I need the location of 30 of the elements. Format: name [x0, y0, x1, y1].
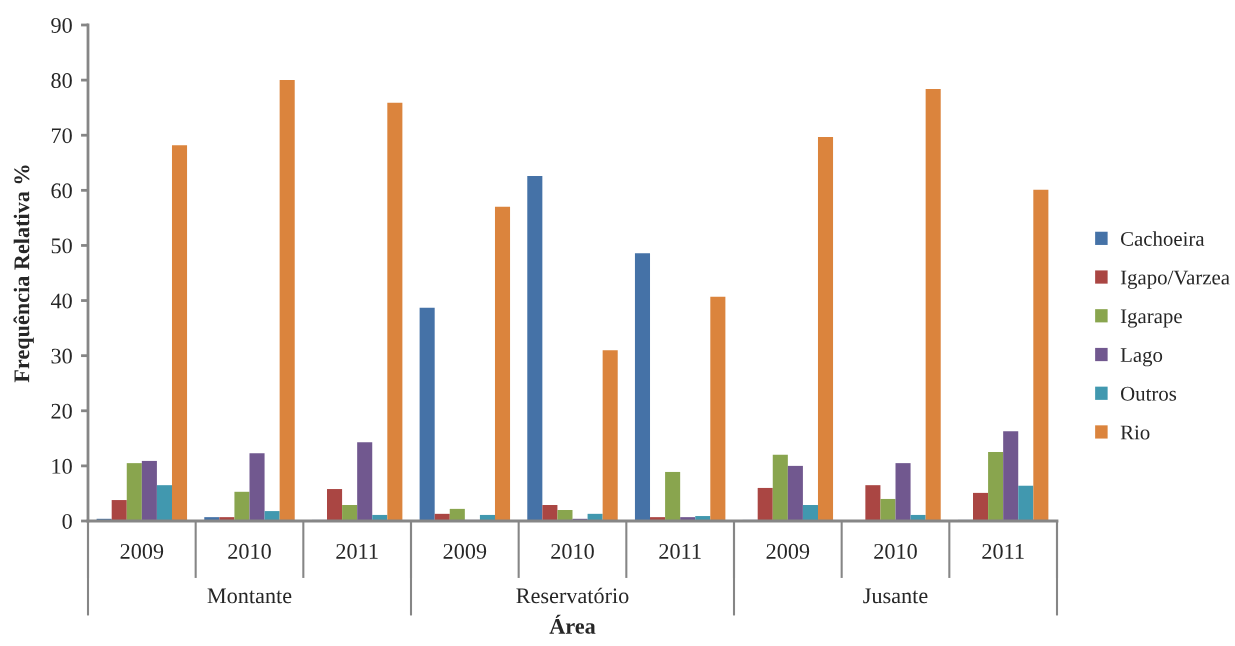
y-tick-label: 20	[51, 403, 72, 419]
legend-label: Lago	[1120, 348, 1163, 367]
x-tick-label: 2009	[120, 543, 164, 559]
legend-label: Cachoeira	[1120, 231, 1205, 246]
x-tick-label: 2011	[336, 543, 378, 559]
legend-label: Outros	[1120, 386, 1177, 401]
legend-label: Rio	[1120, 425, 1150, 440]
x-tick-label: 2009	[766, 543, 810, 559]
legend-label: Igarape	[1120, 309, 1182, 328]
y-tick-label: 10	[52, 458, 72, 474]
y-tick-label: 50	[51, 238, 72, 254]
y-tick-label: 70	[51, 128, 72, 144]
y-tick-label: 90	[51, 17, 72, 33]
y-tick-label: 60	[51, 183, 72, 199]
y-axis-title: Frequência Relativa %	[13, 165, 34, 383]
x-tick-label: 2010	[228, 543, 271, 559]
text: Montante	[207, 588, 292, 604]
legend-label: Igapo/Varzea	[1120, 270, 1230, 289]
y-tick-label: 40	[50, 293, 72, 309]
x-tick-label: 2009	[443, 543, 487, 559]
text: Reservatório	[516, 587, 629, 604]
x-axis-title: Área	[549, 614, 596, 634]
y-tick-label: 30	[51, 348, 72, 364]
x-tick-label: 2010	[874, 543, 917, 559]
y-tick-label: 80	[51, 73, 72, 89]
text: Jusante	[863, 588, 928, 604]
x-tick-label: 2011	[659, 543, 701, 559]
x-tick-label: 2010	[551, 543, 594, 559]
x-tick-label: 2011	[982, 543, 1024, 559]
y-tick-label: 0	[62, 513, 72, 529]
